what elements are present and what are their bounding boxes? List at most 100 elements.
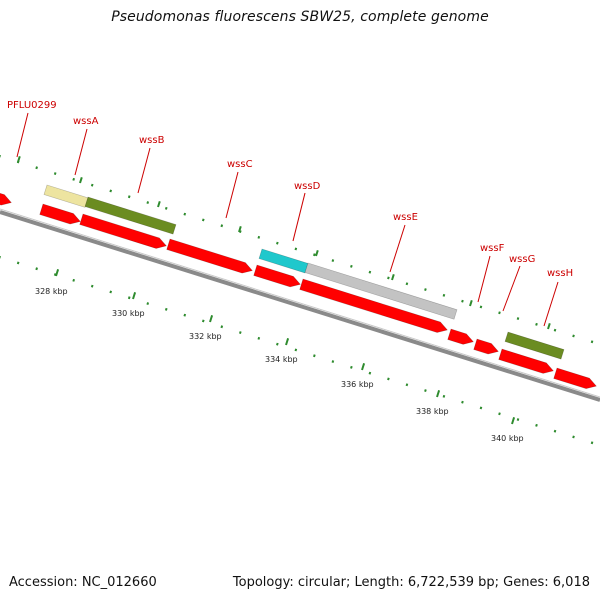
gene-label-wssg[interactable]: wssG [509, 254, 535, 265]
tick-mark [436, 390, 441, 398]
kbp-label: 336 kbp [341, 380, 374, 389]
track-dot [498, 311, 501, 315]
gene-arrow[interactable] [498, 348, 554, 374]
gene-label-wsse[interactable]: wssE [393, 212, 418, 223]
tick-mark [315, 249, 319, 257]
gene-bar-wsse[interactable] [304, 262, 458, 320]
track-dot [53, 172, 57, 175]
gene-arrow[interactable] [0, 187, 12, 206]
gene-label-wssa[interactable]: wssA [73, 116, 99, 127]
track-dot [442, 293, 446, 297]
track-dot [164, 307, 168, 311]
gene-features[interactable] [0, 184, 597, 389]
track-dot [109, 189, 113, 193]
track-dot [127, 296, 131, 300]
track-dot [350, 365, 353, 369]
track-dot [535, 423, 538, 427]
gene-bar-wssd[interactable] [258, 248, 309, 274]
track-dot [479, 305, 483, 309]
track-dot [479, 406, 483, 410]
track-dot [442, 394, 446, 398]
tick-mark [511, 417, 516, 425]
tick-mark [132, 292, 137, 300]
track-dot [313, 253, 316, 257]
genome-summary-text: Topology: circular; Length: 6,722,539 bp… [232, 575, 590, 590]
track-dot [350, 264, 353, 268]
track-dot [461, 400, 464, 404]
tick-mark [285, 338, 290, 346]
track-dot [572, 334, 575, 338]
track-dot [35, 267, 38, 271]
track-dot [146, 302, 150, 305]
track-dot [516, 317, 520, 321]
gene-label-wssc[interactable]: wssC [227, 159, 253, 170]
track-dot [405, 383, 409, 387]
track-dot [424, 389, 427, 393]
tick-mark [361, 363, 366, 371]
track-dot [294, 348, 298, 352]
gene-label-pflu0299[interactable]: PFLU0299 [7, 100, 57, 111]
kbp-label: 340 kbp [491, 434, 524, 443]
track-dot [368, 371, 372, 375]
track-dot [498, 412, 501, 416]
gene-label-wssd[interactable]: wssD [294, 181, 321, 192]
tick-mark [469, 299, 473, 307]
track-dot [535, 322, 538, 326]
track-dot [53, 273, 57, 276]
track-dot [553, 328, 557, 332]
gene-arrow[interactable] [299, 278, 448, 333]
track-dot [127, 195, 131, 199]
kbp-label: 338 kbp [416, 407, 449, 416]
gene-bar-wssh[interactable] [504, 331, 565, 360]
track-dot [72, 278, 76, 282]
track-dot [276, 241, 279, 245]
track-dot [146, 201, 150, 204]
track-dot [35, 166, 38, 170]
gene-arrow[interactable] [253, 264, 301, 288]
gene-label-wssh[interactable]: wssH [547, 268, 573, 279]
track-dot [387, 276, 390, 280]
gene-arrow[interactable] [166, 238, 253, 274]
track-dot [238, 230, 242, 233]
gene-arrow[interactable] [447, 328, 474, 345]
gene-arrow[interactable] [473, 338, 499, 355]
genome-backbone [0, 208, 600, 402]
gene-arrow[interactable] [39, 203, 81, 225]
tick-mark [547, 322, 551, 330]
gene-label-wssb[interactable]: wssB [139, 135, 165, 146]
kbp-tick-marks [17, 155, 551, 425]
tick-mark [391, 273, 395, 281]
tick-mark [17, 155, 21, 163]
track-dot [313, 354, 316, 358]
track-dot [220, 325, 224, 329]
gene-arrow[interactable] [553, 367, 597, 389]
track-dot [90, 183, 94, 187]
gene-label-wssf[interactable]: wssF [480, 243, 505, 254]
gene-bar-wssb[interactable] [84, 196, 177, 235]
track-dot [405, 282, 409, 286]
gene-name-labels: PFLU0299 wssA wssB wssC wssD wssE wssF w… [7, 100, 573, 279]
track-dot [16, 261, 20, 265]
track-dot [368, 270, 372, 274]
track-dot [387, 377, 390, 381]
track-dot [331, 360, 335, 363]
kbp-label: 334 kbp [265, 355, 298, 364]
gene-arrow[interactable] [79, 213, 167, 249]
track-dot [257, 336, 261, 340]
label-leader-lines [16, 112, 559, 327]
track-dot [294, 247, 298, 251]
gene-bar-pflu0299[interactable] [43, 184, 89, 208]
track-dot [424, 288, 427, 292]
track-dot [553, 429, 557, 433]
track-dot [201, 319, 205, 323]
track-dot [276, 342, 279, 346]
tick-mark [238, 225, 242, 233]
track-dot [183, 313, 187, 317]
track-dot [164, 206, 168, 210]
tick-mark [55, 269, 60, 277]
tick-mark [157, 200, 161, 208]
kbp-labels: 328 kbp 330 kbp 332 kbp 334 kbp 336 kbp … [35, 287, 524, 443]
track-dot [90, 284, 94, 288]
